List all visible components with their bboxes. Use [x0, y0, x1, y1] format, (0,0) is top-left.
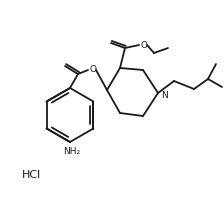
Text: N: N	[161, 90, 167, 99]
Text: O: O	[90, 64, 97, 73]
Text: HCl: HCl	[22, 170, 41, 180]
Text: O: O	[140, 41, 147, 49]
Text: NH₂: NH₂	[63, 148, 81, 156]
